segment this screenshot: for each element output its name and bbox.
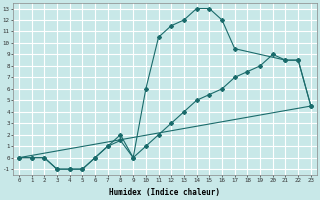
X-axis label: Humidex (Indice chaleur): Humidex (Indice chaleur) [109,188,220,197]
